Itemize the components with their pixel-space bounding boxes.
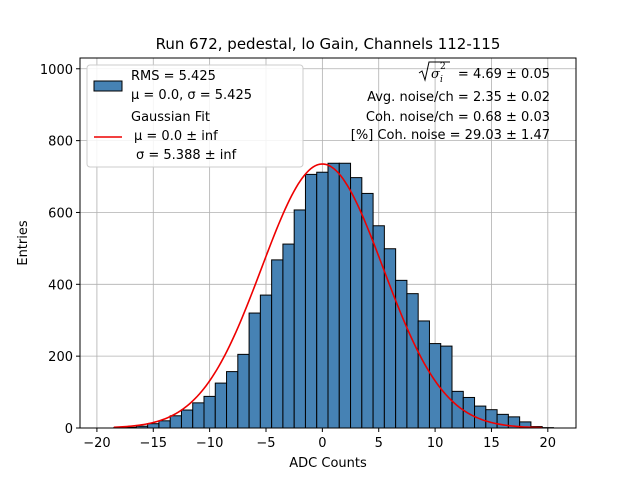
histogram-bar — [180, 409, 194, 429]
legend-histogram-swatch — [93, 80, 123, 92]
histogram-bar — [271, 259, 284, 429]
x-tick-label: 15 — [483, 436, 500, 451]
histogram-bar — [226, 371, 239, 429]
y-tick-label: 1000 — [40, 63, 73, 78]
histogram-bar — [259, 294, 273, 429]
x-tick-label: 5 — [375, 436, 383, 451]
histogram-bar — [304, 173, 318, 429]
histogram-bar — [147, 423, 160, 429]
y-tick-label: 600 — [48, 206, 73, 221]
histogram-bar — [214, 382, 228, 429]
svg-text:i: i — [440, 75, 443, 85]
histogram-bar — [406, 293, 419, 429]
legend-hist-stats-label: μ = 0.0, σ = 5.425 — [131, 88, 252, 103]
x-tick-label: −15 — [140, 436, 167, 451]
histogram-bar — [293, 209, 306, 429]
y-axis-title: Entries — [16, 220, 31, 266]
histogram-bar — [237, 353, 250, 429]
y-tick-label: 800 — [48, 135, 73, 150]
histogram-bar — [282, 243, 295, 429]
histogram-bar — [440, 345, 453, 429]
histogram-bar — [417, 320, 430, 429]
legend-fit-sigma-label: σ = 5.388 ± inf — [136, 148, 237, 163]
histogram-bar — [203, 395, 216, 429]
histogram-bar — [316, 171, 329, 429]
x-axis-title: ADC Counts — [289, 456, 367, 471]
y-tick-label: 0 — [65, 422, 73, 437]
y-tick-label: 400 — [48, 278, 73, 293]
histogram-bar — [158, 420, 171, 429]
sqrt-sigma-symbol: σ 2 i — [418, 61, 450, 85]
annotation-avg-noise: Avg. noise/ch = 2.35 ± 0.02 — [367, 90, 550, 105]
gaussian-fit-curve — [113, 163, 543, 429]
histogram-bar — [350, 177, 363, 429]
histogram — [113, 162, 554, 429]
annotation-coh-noise: Coh. noise/ch = 0.68 ± 0.03 — [366, 110, 550, 125]
x-tick-label: 20 — [540, 436, 557, 451]
svg-text:2: 2 — [440, 62, 446, 72]
histogram-bar — [395, 279, 408, 429]
x-axis: −20 −15 −10 −5 0 5 10 15 20 — [83, 428, 556, 451]
y-axis: 0 200 400 600 800 1000 — [40, 63, 80, 437]
legend-fit-mu-label: μ = 0.0 ± inf — [134, 129, 218, 144]
x-tick-label: 10 — [427, 436, 444, 451]
histogram-bar — [192, 402, 205, 429]
histogram-bar — [338, 162, 352, 429]
annotation-total-noise: = 4.69 ± 0.05 — [458, 67, 550, 82]
plot-frame — [79, 57, 577, 429]
legend-rms-label: RMS = 5.425 — [131, 69, 216, 84]
histogram-bar — [327, 162, 340, 429]
svg-text:σ: σ — [431, 67, 441, 82]
histogram-bar — [248, 312, 261, 429]
legend-fit-title: Gaussian Fit — [131, 110, 210, 125]
histogram-bar — [169, 415, 182, 429]
legend-box — [86, 64, 304, 168]
x-tick-label: −5 — [256, 436, 275, 451]
histogram-bar — [485, 409, 498, 429]
x-tick-label: −10 — [196, 436, 223, 451]
annotation-coh-noise-percent: [%] Coh. noise = 29.03 ± 1.47 — [351, 128, 550, 143]
y-tick-label: 200 — [48, 350, 73, 365]
chart-title: Run 672, pedestal, lo Gain, Channels 112… — [156, 35, 501, 53]
x-tick-label: 0 — [318, 436, 326, 451]
noise-annotations: σ 2 i = 4.69 ± 0.05 Avg. noise/ch = 2.35… — [351, 61, 550, 143]
x-tick-label: −20 — [83, 436, 110, 451]
legend: RMS = 5.425 μ = 0.0, σ = 5.425 Gaussian … — [86, 64, 304, 168]
